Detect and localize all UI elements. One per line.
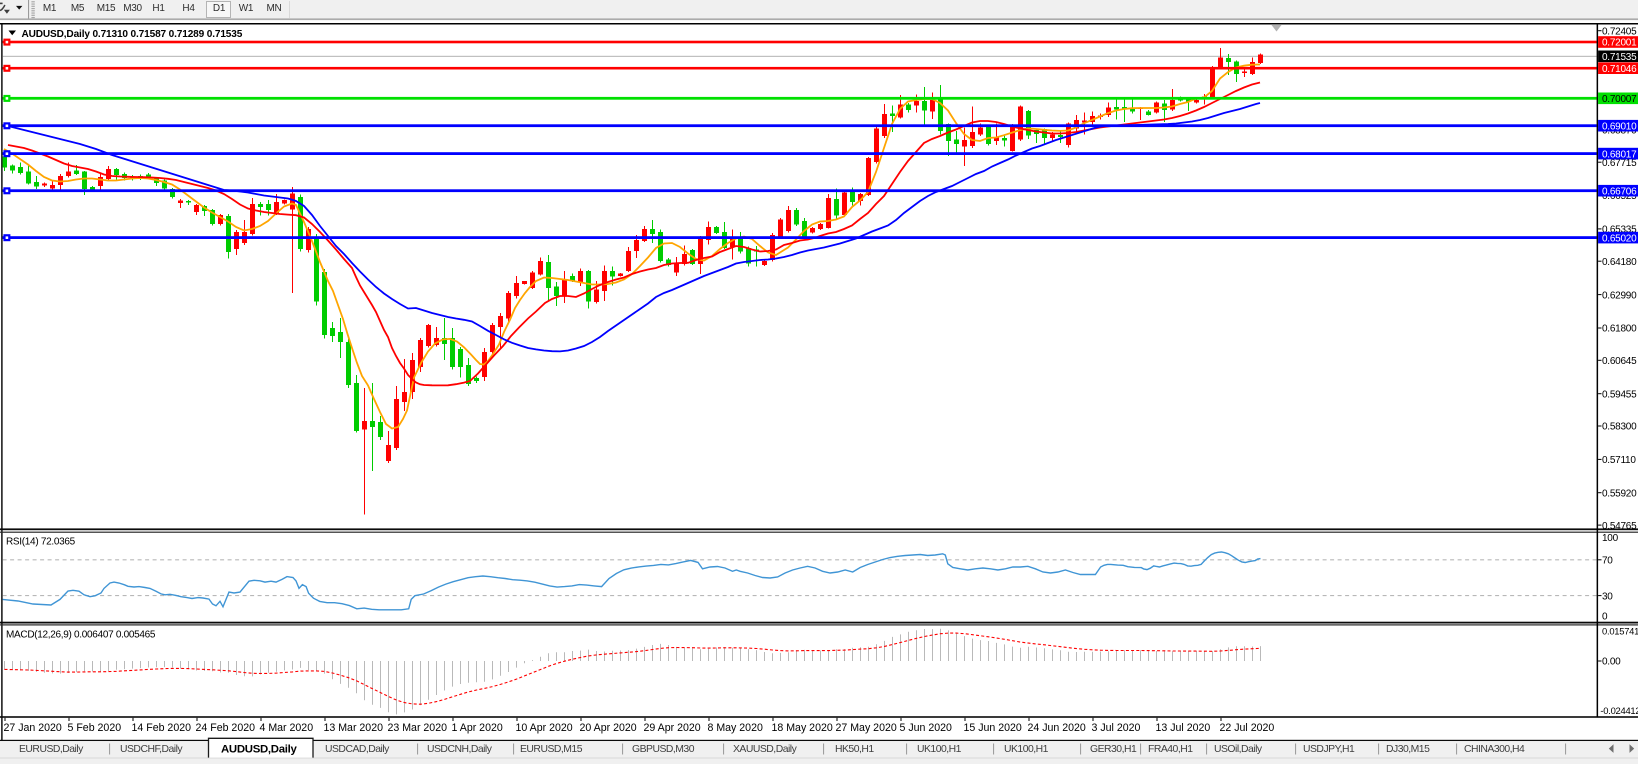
svg-text:23 Mar 2020: 23 Mar 2020 — [388, 722, 448, 734]
svg-text:13 Jul 2020: 13 Jul 2020 — [1156, 722, 1211, 734]
svg-text:H4: H4 — [182, 3, 195, 14]
svg-text:5 Feb 2020: 5 Feb 2020 — [68, 722, 122, 734]
svg-text:0.54765: 0.54765 — [1602, 521, 1637, 532]
svg-text:0.70007: 0.70007 — [1602, 94, 1637, 105]
svg-text:10 Apr 2020: 10 Apr 2020 — [516, 722, 573, 734]
svg-text:0.69010: 0.69010 — [1602, 121, 1637, 132]
svg-text:0.59455: 0.59455 — [1602, 389, 1637, 400]
svg-text:0.71046: 0.71046 — [1602, 64, 1637, 75]
svg-text:4 Mar 2020: 4 Mar 2020 — [260, 722, 314, 734]
svg-text:15 Jun 2020: 15 Jun 2020 — [964, 722, 1022, 734]
svg-text:1 Apr 2020: 1 Apr 2020 — [452, 722, 503, 734]
svg-text:EURUSD,M15: EURUSD,M15 — [520, 744, 583, 755]
svg-text:30: 30 — [1602, 591, 1613, 602]
svg-text:5 Jun 2020: 5 Jun 2020 — [900, 722, 953, 734]
svg-text:M15: M15 — [97, 3, 116, 14]
svg-text:13 Mar 2020: 13 Mar 2020 — [324, 722, 384, 734]
svg-text:USDCNH,Daily: USDCNH,Daily — [427, 744, 493, 755]
svg-text:M1: M1 — [43, 3, 57, 14]
svg-text:24 Feb 2020: 24 Feb 2020 — [196, 722, 256, 734]
svg-text:GER30,H1: GER30,H1 — [1090, 744, 1137, 755]
svg-text:27 May 2020: 27 May 2020 — [836, 722, 897, 734]
svg-text:3 Jul 2020: 3 Jul 2020 — [1092, 722, 1141, 734]
svg-text:0.55920: 0.55920 — [1602, 488, 1637, 499]
svg-text:0.64180: 0.64180 — [1602, 257, 1637, 268]
svg-text:XAUUSD,Daily: XAUUSD,Daily — [733, 744, 798, 755]
svg-text:USOil,Daily: USOil,Daily — [1214, 744, 1263, 755]
svg-text:0: 0 — [1602, 611, 1608, 622]
svg-text:20 Apr 2020: 20 Apr 2020 — [580, 722, 637, 734]
svg-text:0.57110: 0.57110 — [1602, 455, 1636, 466]
svg-text:AUDUSD,Daily 0.71310 0.71587: AUDUSD,Daily 0.71310 0.71587 0.71289 0.7… — [22, 29, 243, 40]
svg-text:0.72001: 0.72001 — [1602, 38, 1637, 49]
svg-text:W1: W1 — [239, 3, 254, 14]
svg-text:UK100,H1: UK100,H1 — [1004, 744, 1049, 755]
svg-text:0.58300: 0.58300 — [1602, 422, 1637, 433]
svg-text:24 Jun 2020: 24 Jun 2020 — [1028, 722, 1086, 734]
svg-text:0.65020: 0.65020 — [1602, 233, 1637, 244]
svg-text:0.61800: 0.61800 — [1602, 324, 1637, 335]
svg-text:CHINA300,H4: CHINA300,H4 — [1464, 744, 1525, 755]
svg-text:USDJPY,H1: USDJPY,H1 — [1303, 744, 1355, 755]
svg-text:M5: M5 — [71, 3, 85, 14]
svg-text:EURUSD,Daily: EURUSD,Daily — [19, 744, 84, 755]
svg-text:H1: H1 — [152, 3, 165, 14]
svg-text:GBPUSD,M30: GBPUSD,M30 — [632, 744, 695, 755]
svg-text:70: 70 — [1602, 556, 1613, 567]
svg-text:USDCAD,Daily: USDCAD,Daily — [325, 744, 390, 755]
svg-text:0.68017: 0.68017 — [1602, 149, 1637, 160]
svg-text:M30: M30 — [123, 3, 142, 14]
svg-text:FRA40,H1: FRA40,H1 — [1148, 744, 1193, 755]
svg-text:USDCHF,Daily: USDCHF,Daily — [120, 744, 183, 755]
svg-text:0.66706: 0.66706 — [1602, 186, 1637, 197]
svg-text:0.62990: 0.62990 — [1602, 290, 1637, 301]
svg-text:UK100,H1: UK100,H1 — [917, 744, 962, 755]
svg-text:MACD(12,26,9) 0.006407 0.00546: MACD(12,26,9) 0.006407 0.005465 — [6, 629, 156, 640]
svg-text:MN: MN — [267, 3, 282, 14]
svg-text:0.015741: 0.015741 — [1602, 625, 1638, 636]
svg-text:100: 100 — [1602, 533, 1619, 544]
svg-text:RSI(14) 72.0365: RSI(14) 72.0365 — [6, 536, 76, 547]
svg-text:8 May 2020: 8 May 2020 — [708, 722, 763, 734]
svg-text:0.67715: 0.67715 — [1602, 158, 1637, 169]
svg-text:0.65335: 0.65335 — [1602, 225, 1637, 236]
svg-text:0.66525: 0.66525 — [1602, 191, 1637, 202]
svg-text:DJ30,M15: DJ30,M15 — [1386, 744, 1430, 755]
svg-text:HK50,H1: HK50,H1 — [835, 744, 874, 755]
svg-text:0.72405: 0.72405 — [1602, 26, 1637, 37]
svg-text:27 Jan 2020: 27 Jan 2020 — [4, 722, 62, 734]
svg-text:-0.024412: -0.024412 — [1600, 705, 1638, 716]
svg-text:0.71535: 0.71535 — [1602, 52, 1637, 63]
svg-text:29 Apr 2020: 29 Apr 2020 — [644, 722, 701, 734]
svg-text:22 Jul 2020: 22 Jul 2020 — [1220, 722, 1275, 734]
svg-text:AUDUSD,Daily: AUDUSD,Daily — [221, 743, 297, 755]
svg-text:14 Feb 2020: 14 Feb 2020 — [132, 722, 192, 734]
svg-text:18 May 2020: 18 May 2020 — [772, 722, 833, 734]
svg-text:0.00: 0.00 — [1602, 657, 1621, 668]
svg-text:0.60645: 0.60645 — [1602, 356, 1637, 367]
svg-text:D1: D1 — [213, 3, 226, 14]
